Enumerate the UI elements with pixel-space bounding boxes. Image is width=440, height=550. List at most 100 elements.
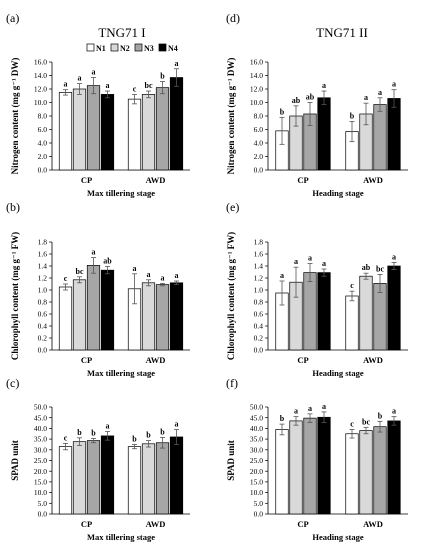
chart-panel-b: (b) 0.0 0.2 0.4 0.6 0.8 1.0 1.2 1.4 1.6 1.8 Chlorop…	[6, 200, 190, 378]
y-tick-label: 2.0	[38, 152, 48, 161]
category-label: CP	[81, 519, 92, 529]
y-tick-label: 6.0	[254, 125, 264, 134]
bar-cp-n3	[303, 417, 317, 515]
significance-letter: b	[91, 428, 96, 437]
significance-letter: b	[160, 427, 165, 436]
y-tick-label: 40.0	[250, 424, 263, 433]
y-tick-label: 30.0	[34, 445, 47, 454]
y-tick-label: 1.0	[254, 286, 264, 295]
legend-swatch-n1	[86, 43, 95, 52]
y-tick-label: 0.0	[254, 510, 264, 519]
y-tick-label: 14.0	[250, 71, 263, 80]
y-tick-label: 4.0	[38, 139, 48, 148]
y-tick-label: 0.0	[254, 346, 264, 355]
y-axis-label: SPAD unit	[10, 440, 20, 481]
y-tick-label: 10.0	[250, 98, 263, 107]
y-axis-label: SPAD unit	[226, 440, 236, 481]
significance-letter: b	[146, 431, 151, 440]
significance-letter: a	[175, 271, 179, 280]
y-axis-label: Chlorophyll content (mg g⁻¹ FW)	[226, 232, 236, 360]
bar-awd-n3	[373, 104, 387, 171]
bar-cp-n4	[317, 272, 331, 351]
y-tick-label: 10.0	[34, 488, 47, 497]
y-tick-label: 0.4	[254, 322, 264, 331]
bar-cp-n4	[317, 416, 331, 515]
significance-letter: a	[392, 252, 396, 261]
y-tick-label: 50.0	[250, 403, 263, 412]
column-title-left: TNG71 I	[98, 25, 145, 40]
significance-letter: b	[77, 428, 82, 437]
bar-cp-n3	[86, 85, 101, 171]
significance-letter: a	[92, 68, 96, 77]
y-tick-label: 1.8	[254, 238, 264, 247]
chart-panel-d: (d) 0.0 2.0 4.0 6.0 8.0 10.0 12.0 14.0 16.0 Nitrog…	[226, 11, 408, 198]
y-tick-label: 45.0	[34, 413, 47, 422]
bar-awd-n4	[169, 282, 184, 351]
y-tick-label: 14.0	[34, 71, 47, 80]
y-tick-label: 0.6	[38, 310, 48, 319]
significance-letter: a	[175, 59, 179, 68]
column-title-right: TNG71 II	[316, 25, 368, 40]
panels: (a) 0.0 2.0 4.0 6.0 8.0 10.0 12.0 14.0 16.0 Nitrog…	[6, 11, 408, 542]
category-label: AWD	[363, 175, 383, 185]
significance-letter: b	[280, 107, 285, 116]
legend-swatch-n3	[134, 43, 143, 52]
y-tick-label: 0.4	[38, 322, 48, 331]
significance-letter: c	[350, 281, 354, 290]
bar-awd-n4	[387, 420, 401, 515]
significance-letter: a	[78, 74, 82, 83]
bar-awd-n4	[169, 436, 184, 515]
category-label: AWD	[146, 519, 166, 529]
legend-label-n1: N1	[96, 44, 106, 53]
bar-awd-n2	[359, 275, 373, 351]
legend-label-n3: N3	[144, 44, 154, 53]
bar-awd-n1	[127, 446, 142, 515]
significance-letter: c	[350, 419, 354, 428]
y-tick-label: 1.4	[254, 262, 264, 271]
significance-letter: c	[133, 84, 137, 93]
bar-awd-n3	[373, 426, 387, 515]
category-label: AWD	[363, 355, 383, 365]
y-tick-label: 16.0	[34, 58, 47, 67]
bar-cp-n1	[275, 429, 289, 515]
bar-cp-n4	[100, 94, 115, 171]
chart-panel-a: (a) 0.0 2.0 4.0 6.0 8.0 10.0 12.0 14.0 16.0 Nitrog…	[6, 11, 190, 198]
y-tick-label: 10.0	[250, 488, 263, 497]
panel-label: (d)	[226, 11, 240, 25]
y-tick-label: 1.4	[38, 262, 48, 271]
category-label: CP	[297, 175, 308, 185]
bar-cp-n1	[58, 92, 73, 171]
y-tick-label: 1.2	[38, 274, 48, 283]
y-tick-label: 1.0	[38, 286, 48, 295]
y-tick-label: 50.0	[34, 403, 47, 412]
bar-cp-n4	[100, 435, 115, 515]
legend-swatch-n2	[110, 43, 119, 52]
y-tick-label: 0.8	[38, 298, 48, 307]
significance-letter: b	[160, 72, 165, 81]
significance-letter: a	[175, 419, 179, 428]
bar-awd-n3	[155, 87, 170, 171]
significance-letter: a	[280, 271, 284, 280]
x-axis-label: Heading stage	[312, 532, 363, 542]
bar-awd-n3	[155, 442, 170, 515]
category-label: CP	[81, 355, 92, 365]
y-tick-label: 5.0	[38, 499, 48, 508]
bar-awd-n2	[359, 430, 373, 515]
significance-letter: a	[106, 422, 110, 431]
bar-cp-n4	[317, 97, 331, 171]
y-tick-label: 0.0	[38, 346, 48, 355]
y-tick-label: 6.0	[38, 125, 48, 134]
significance-letter: bc	[362, 417, 370, 426]
y-tick-label: 0.0	[38, 166, 48, 175]
y-tick-label: 40.0	[34, 424, 47, 433]
significance-letter: a	[322, 81, 326, 90]
y-tick-label: 10.0	[34, 98, 47, 107]
x-axis-label: Max tillering stage	[87, 368, 155, 378]
y-tick-label: 15.0	[250, 478, 263, 487]
bar-awd-n4	[387, 98, 401, 171]
significance-letter: bc	[145, 81, 153, 90]
bar-cp-n4	[100, 269, 115, 351]
bar-awd-n4	[387, 265, 401, 351]
x-axis-label: Heading stage	[312, 368, 363, 378]
